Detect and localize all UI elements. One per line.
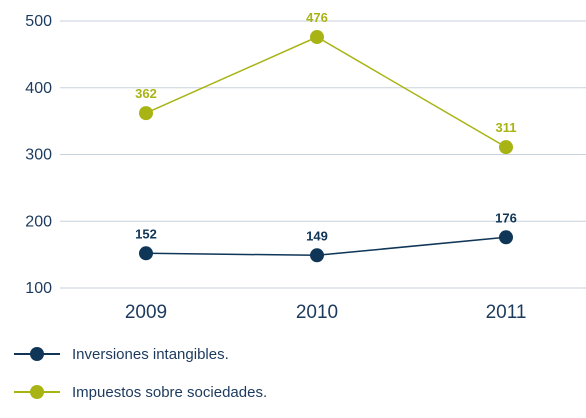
y-tick-label: 200 (25, 213, 52, 230)
data-point (139, 106, 153, 121)
legend-label: Inversiones intangibles. (72, 345, 229, 363)
data-point (139, 246, 153, 261)
x-tick-label: 2010 (296, 302, 338, 323)
legend-marker-navy-icon (14, 342, 60, 366)
data-point (499, 230, 513, 245)
data-label: 152 (135, 226, 157, 241)
data-label: 362 (135, 86, 157, 101)
y-tick-label: 500 (25, 13, 52, 30)
legend-label: Impuestos sobre sociedades. (72, 383, 268, 401)
y-axis-ticks: 100 200 300 400 500 (25, 13, 52, 297)
x-axis-ticks: 2009 2010 2011 (125, 302, 527, 323)
data-point (310, 30, 324, 45)
legend-marker-olive-icon (14, 380, 60, 404)
data-label: 311 (496, 120, 517, 135)
legend-item-inversiones-intangibles: Inversiones intangibles. (14, 342, 267, 366)
x-tick-label: 2009 (125, 302, 167, 323)
gridlines (60, 20, 586, 289)
legend: Inversiones intangibles. Impuestos sobre… (14, 342, 267, 418)
data-label: 476 (306, 10, 328, 25)
y-tick-label: 100 (25, 280, 52, 297)
data-label: 176 (495, 210, 517, 225)
data-point (499, 140, 513, 155)
series-1: 362 476 311 (135, 10, 517, 155)
data-label: 149 (306, 228, 328, 243)
y-tick-label: 300 (25, 147, 52, 164)
line-chart: 100 200 300 400 500 2009 2010 2011 152 149 176 36… (25, 10, 586, 323)
x-tick-label: 2011 (486, 302, 527, 323)
data-point (310, 248, 324, 263)
series-0: 152 149 176 (135, 210, 517, 263)
y-tick-label: 400 (25, 80, 52, 97)
series-layer: 152 149 176 362 476 311 (135, 10, 517, 263)
series-line (145, 36, 507, 148)
legend-item-impuestos-sobre-sociedades: Impuestos sobre sociedades. (14, 380, 267, 404)
